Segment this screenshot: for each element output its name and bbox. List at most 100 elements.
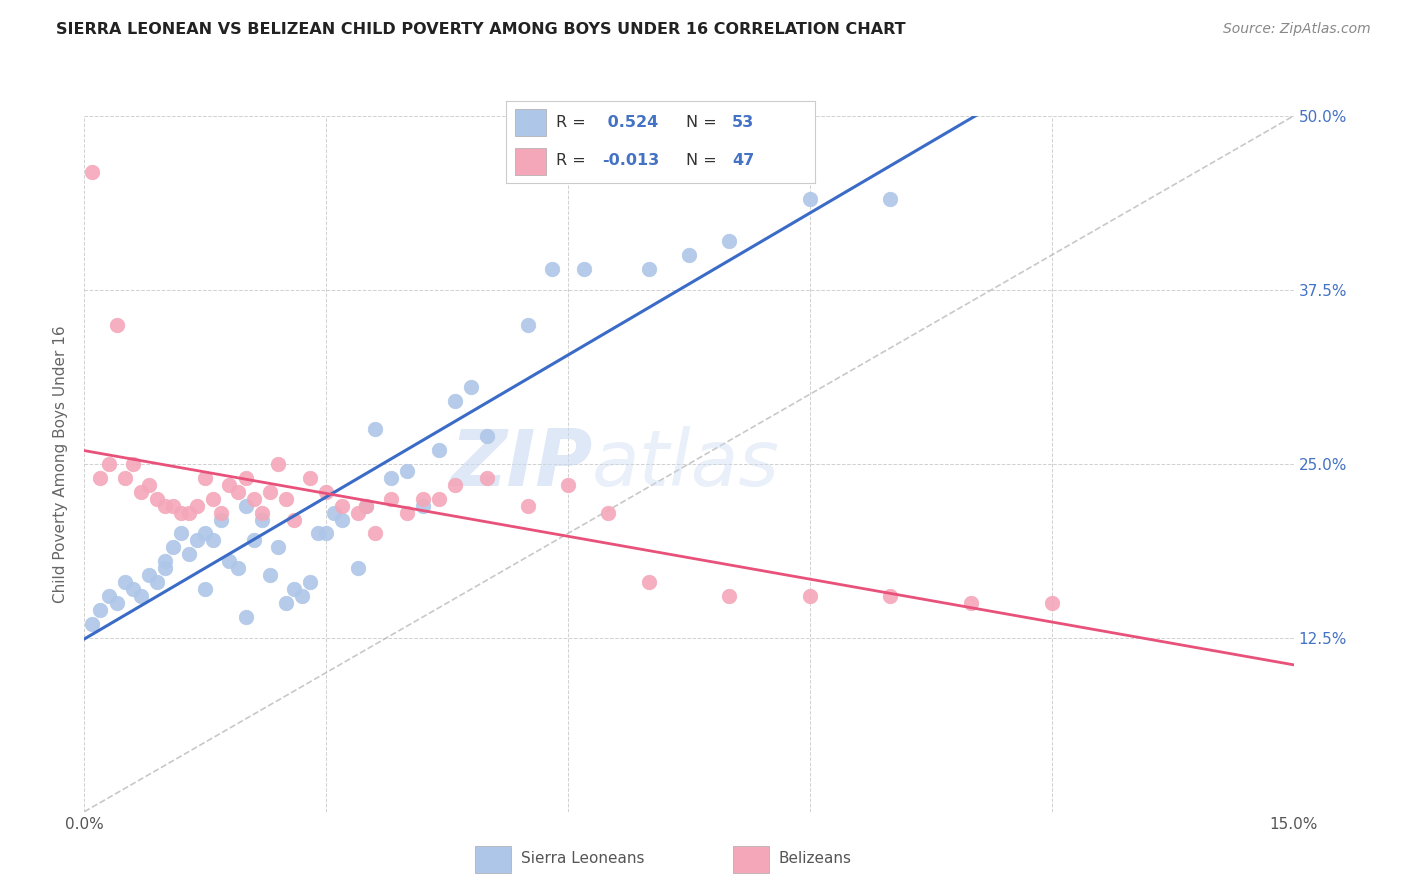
Point xyxy=(799,589,821,603)
Point xyxy=(235,471,257,485)
Point xyxy=(267,541,290,555)
Point xyxy=(162,499,184,513)
Point xyxy=(82,616,104,631)
Point xyxy=(153,499,176,513)
Point xyxy=(114,575,136,590)
Point xyxy=(541,262,564,277)
Point xyxy=(299,471,322,485)
Text: N =: N = xyxy=(686,115,721,130)
Point xyxy=(202,533,225,548)
Point xyxy=(89,471,111,485)
Point xyxy=(427,491,450,506)
Point xyxy=(299,575,322,590)
Point xyxy=(598,506,620,520)
Point xyxy=(138,568,160,582)
Point xyxy=(250,512,273,526)
Point xyxy=(267,457,290,471)
Point xyxy=(153,561,176,575)
Point xyxy=(162,541,184,555)
Point xyxy=(347,506,370,520)
Point xyxy=(274,491,297,506)
Point xyxy=(412,499,434,513)
Point xyxy=(356,499,378,513)
Text: SIERRA LEONEAN VS BELIZEAN CHILD POVERTY AMONG BOYS UNDER 16 CORRELATION CHART: SIERRA LEONEAN VS BELIZEAN CHILD POVERTY… xyxy=(56,22,905,37)
Point xyxy=(315,484,337,499)
Point xyxy=(330,499,353,513)
Point xyxy=(114,471,136,485)
Text: R =: R = xyxy=(555,153,591,169)
Point xyxy=(444,477,467,491)
Point xyxy=(427,442,450,457)
Point xyxy=(879,589,901,603)
Point xyxy=(170,506,193,520)
Point xyxy=(347,561,370,575)
Point xyxy=(412,491,434,506)
Point xyxy=(146,575,169,590)
Point xyxy=(235,610,257,624)
FancyBboxPatch shape xyxy=(516,109,547,136)
Point xyxy=(291,589,314,603)
Point xyxy=(307,526,329,541)
Point xyxy=(146,491,169,506)
Point xyxy=(356,499,378,513)
Point xyxy=(194,526,217,541)
Point xyxy=(129,484,152,499)
FancyBboxPatch shape xyxy=(734,847,769,873)
Point xyxy=(89,603,111,617)
Point xyxy=(879,193,901,207)
Point xyxy=(194,582,217,596)
Point xyxy=(380,471,402,485)
Point xyxy=(363,526,385,541)
Point xyxy=(678,248,700,262)
Point xyxy=(121,582,143,596)
FancyBboxPatch shape xyxy=(475,847,510,873)
Text: atlas: atlas xyxy=(592,425,780,502)
Point xyxy=(235,499,257,513)
Point xyxy=(226,561,249,575)
Text: R =: R = xyxy=(555,115,591,130)
Point xyxy=(194,471,217,485)
Point xyxy=(637,575,659,590)
Text: 0.524: 0.524 xyxy=(602,115,658,130)
Point xyxy=(242,491,264,506)
Point xyxy=(799,193,821,207)
Point xyxy=(460,380,482,394)
Point xyxy=(250,506,273,520)
Text: Sierra Leoneans: Sierra Leoneans xyxy=(520,851,644,866)
Point xyxy=(209,506,232,520)
Point xyxy=(129,589,152,603)
Text: 53: 53 xyxy=(733,115,754,130)
Point xyxy=(105,318,128,332)
Text: -0.013: -0.013 xyxy=(602,153,659,169)
Point xyxy=(395,464,418,478)
Point xyxy=(557,477,579,491)
Point xyxy=(202,491,225,506)
Point xyxy=(209,512,232,526)
Point xyxy=(637,262,659,277)
Text: Belizeans: Belizeans xyxy=(779,851,852,866)
Point xyxy=(718,234,741,248)
Point xyxy=(718,589,741,603)
Y-axis label: Child Poverty Among Boys Under 16: Child Poverty Among Boys Under 16 xyxy=(53,325,69,603)
Point xyxy=(82,164,104,178)
Point xyxy=(477,429,499,443)
Point xyxy=(242,533,264,548)
Text: Source: ZipAtlas.com: Source: ZipAtlas.com xyxy=(1223,22,1371,37)
Point xyxy=(330,512,353,526)
Point xyxy=(186,533,208,548)
Point xyxy=(960,596,983,610)
Point xyxy=(444,394,467,409)
Point xyxy=(1040,596,1063,610)
Point xyxy=(105,596,128,610)
Point xyxy=(323,506,346,520)
Point xyxy=(283,512,305,526)
Point xyxy=(259,484,281,499)
Point xyxy=(121,457,143,471)
Point xyxy=(97,457,120,471)
Point xyxy=(97,589,120,603)
Point xyxy=(283,582,305,596)
Point xyxy=(179,547,201,561)
Point xyxy=(274,596,297,610)
Point xyxy=(226,484,249,499)
Point xyxy=(153,554,176,568)
